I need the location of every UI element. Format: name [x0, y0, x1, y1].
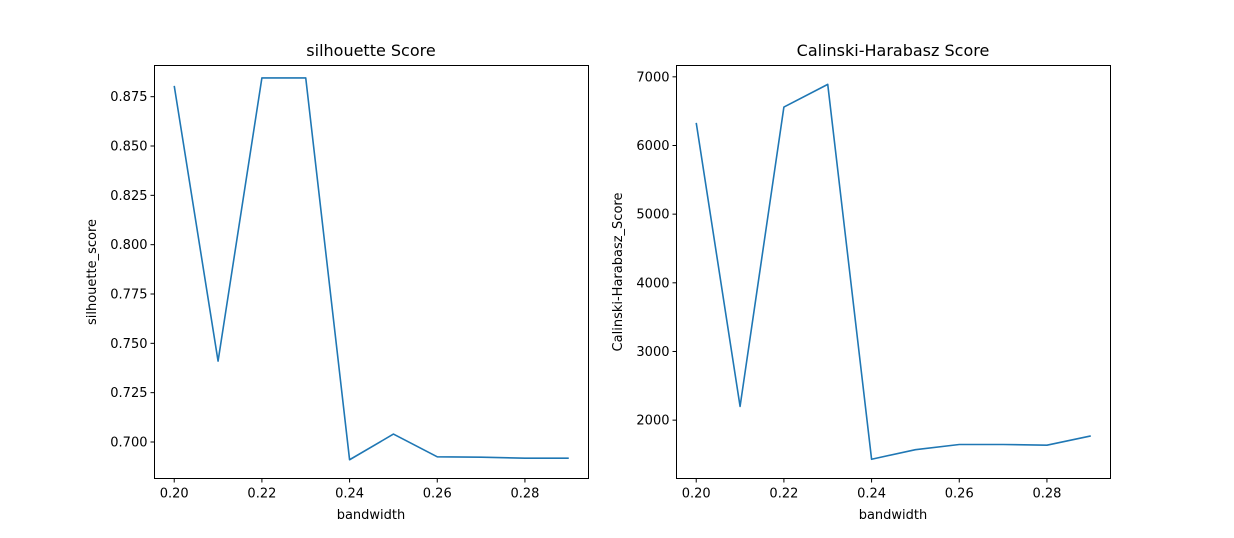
y-tick-label: 2000 [636, 414, 669, 429]
y-axis-label: silhouette_score [85, 219, 100, 325]
x-tick-label: 0.26 [945, 487, 974, 502]
x-tick-label: 0.20 [160, 487, 189, 502]
y-tick-label: 6000 [636, 139, 669, 154]
y-tick-label: 0.775 [110, 288, 147, 303]
x-axis-label: bandwidth [337, 508, 406, 523]
y-tick-label: 0.825 [110, 189, 147, 204]
chart-title: Calinski-Harabasz Score [797, 41, 990, 60]
x-axis-label: bandwidth [859, 508, 928, 523]
y-tick-label: 7000 [636, 70, 669, 85]
y-tick-label: 3000 [636, 345, 669, 360]
x-axis-ticks: 0.20 0.22 0.24 0.26 0.28 [160, 478, 539, 502]
y-tick-label: 5000 [636, 208, 669, 223]
y-tick-label: 0.875 [110, 90, 147, 105]
x-tick-label: 0.24 [857, 487, 886, 502]
x-tick-label: 0.28 [510, 487, 539, 502]
x-tick-label: 0.20 [682, 487, 711, 502]
y-tick-label: 4000 [636, 276, 669, 291]
chart-title: silhouette Score [306, 41, 435, 60]
y-tick-label: 0.800 [110, 238, 147, 253]
x-tick-label: 0.22 [769, 487, 798, 502]
y-axis-label: Calinski-Harabasz_Score [611, 193, 626, 352]
plot-area-frame [676, 65, 1111, 479]
y-tick-label: 0.750 [110, 337, 147, 352]
x-tick-label: 0.22 [247, 487, 276, 502]
series-line [173, 77, 569, 461]
plot-area-frame [154, 65, 589, 479]
series-line [695, 83, 1091, 461]
y-tick-label: 0.725 [110, 386, 147, 401]
x-tick-label: 0.24 [335, 487, 364, 502]
y-axis-ticks: 2000 3000 4000 5000 6000 7000 [636, 70, 677, 429]
x-tick-label: 0.28 [1032, 487, 1061, 502]
silhouette-chart: silhouette Score 0.20 0.22 0.24 0.26 0.28 0.… [85, 41, 589, 523]
y-axis-ticks: 0.700 0.725 0.750 0.775 0.800 0.825 0.850 0.875 [110, 90, 155, 450]
x-axis-ticks: 0.20 0.22 0.24 0.26 0.28 [682, 478, 1061, 502]
x-tick-label: 0.26 [423, 487, 452, 502]
calinski-harabasz-chart: Calinski-Harabasz Score 0.20 0.22 0.24 0.26… [611, 41, 1111, 523]
y-tick-label: 0.850 [110, 140, 147, 155]
y-tick-label: 0.700 [110, 435, 147, 450]
